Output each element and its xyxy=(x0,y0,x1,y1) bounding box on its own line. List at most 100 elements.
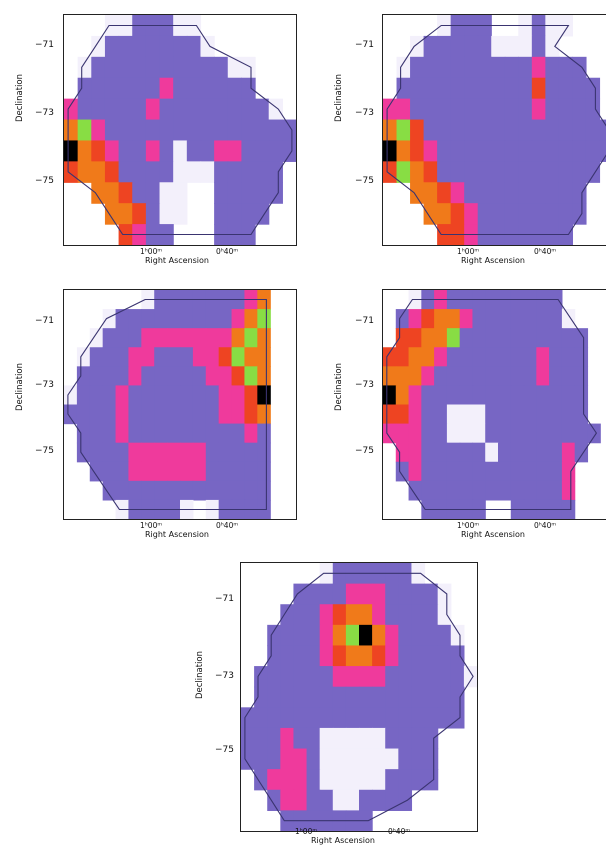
heatmap-cell xyxy=(574,385,589,406)
heatmap-cell xyxy=(159,161,174,183)
heatmap-cell xyxy=(159,182,174,204)
heatmap-cell xyxy=(464,140,479,162)
heatmap-cell xyxy=(572,77,587,100)
heatmap-cell xyxy=(498,309,512,329)
heatmap-cell xyxy=(227,77,243,100)
heatmap-cell xyxy=(424,686,439,708)
heatmap-cell xyxy=(192,423,207,444)
heatmap-cell xyxy=(267,707,281,729)
heatmap-cell xyxy=(411,645,426,667)
heatmap-cell xyxy=(383,423,397,444)
heatmap-cell xyxy=(498,366,512,387)
heatmap-cell xyxy=(558,98,574,121)
heatmap-cell xyxy=(241,161,256,183)
heatmap-cell xyxy=(450,35,465,58)
heatmap-cell xyxy=(244,366,258,387)
heatmap-cell xyxy=(173,98,188,121)
heatmap-cell xyxy=(450,645,465,667)
heatmap-cell xyxy=(558,77,574,100)
heatmap-cell xyxy=(77,77,92,100)
heatmap-cell xyxy=(510,347,525,367)
heatmap-cell xyxy=(558,56,574,79)
heatmap-cell xyxy=(173,182,188,204)
heatmap-cell xyxy=(408,309,422,329)
heatmap-cell xyxy=(464,119,479,142)
heatmap-cell xyxy=(424,727,439,750)
heatmap-cell xyxy=(424,769,439,791)
heatmap-cell xyxy=(504,161,519,183)
heatmap-cell xyxy=(437,666,452,688)
heatmap-cell xyxy=(385,769,399,791)
heatmap-cell xyxy=(132,161,147,183)
heatmap-cell xyxy=(372,686,386,708)
heatmap-cell xyxy=(531,98,546,121)
heatmap-cell xyxy=(421,385,435,406)
heatmap-cell xyxy=(450,140,465,162)
heatmap-cell xyxy=(218,423,233,444)
heatmap-cell xyxy=(450,182,465,204)
heatmap-cell xyxy=(231,461,246,482)
heatmap-cell xyxy=(89,328,104,348)
heatmap-cell xyxy=(437,203,452,225)
heatmap-cell xyxy=(345,727,360,750)
heatmap-cell xyxy=(572,119,587,142)
heatmap-cell xyxy=(498,461,512,482)
heatmap-cell xyxy=(398,604,413,626)
heatmap-cell xyxy=(167,366,181,387)
heatmap-cell xyxy=(231,366,246,387)
heatmap-cell xyxy=(128,309,142,329)
heatmap-cell xyxy=(424,624,439,647)
heatmap-cell xyxy=(561,461,576,482)
heatmap-cell xyxy=(91,35,106,58)
heatmap-cell xyxy=(167,480,181,501)
heatmap-cell xyxy=(319,583,334,605)
heatmap-cell xyxy=(385,789,399,811)
heatmap-cell xyxy=(491,98,506,121)
heatmap-cell xyxy=(319,707,334,729)
heatmap-cell xyxy=(306,624,321,647)
heatmap-cell xyxy=(434,404,448,425)
heatmap-cell xyxy=(64,119,79,142)
heatmap-cell xyxy=(561,423,576,444)
heatmap-cell xyxy=(434,366,448,387)
heatmap-cell xyxy=(411,769,426,791)
heatmap-cell xyxy=(359,707,373,729)
heatmap-cell xyxy=(257,366,271,387)
contour-line xyxy=(386,298,598,511)
heatmap-cell xyxy=(154,423,168,444)
heatmap-cell xyxy=(205,480,220,501)
y-axis-label-1: Declination xyxy=(15,73,25,123)
heatmap-cell xyxy=(218,328,233,348)
heatmap-cell xyxy=(241,727,255,750)
heatmap-cell xyxy=(558,140,574,162)
heatmap-cell xyxy=(115,309,130,329)
heatmap-cell xyxy=(200,98,215,121)
heatmap-cell xyxy=(477,98,492,121)
heatmap-cell xyxy=(132,182,147,204)
y-tick-3-73: −73 xyxy=(35,380,54,390)
heatmap-cell xyxy=(255,182,270,204)
heatmap-1 xyxy=(64,15,296,245)
heatmap-cell xyxy=(491,161,506,183)
heatmap-cell xyxy=(459,461,474,482)
heatmap-cell xyxy=(128,366,142,387)
heatmap-cell xyxy=(192,480,207,501)
heatmap-cell xyxy=(423,98,438,121)
heatmap-cell xyxy=(491,35,506,58)
heatmap-cell xyxy=(545,35,560,58)
heatmap-cell xyxy=(450,203,465,225)
heatmap-cell xyxy=(254,666,268,688)
heatmap-cell xyxy=(395,309,410,329)
heatmap-cell xyxy=(477,140,492,162)
heatmap-cell xyxy=(518,161,533,183)
heatmap-cell xyxy=(115,328,130,348)
heatmap-cell xyxy=(319,624,334,647)
heatmap-cell xyxy=(383,404,397,425)
heatmap-cell xyxy=(132,56,147,79)
heatmap-cell xyxy=(459,366,474,387)
heatmap-cell xyxy=(472,461,486,482)
heatmap-cell xyxy=(396,56,411,79)
heatmap-cell xyxy=(398,748,413,770)
heatmap-cell xyxy=(437,583,452,605)
heatmap-cell xyxy=(91,56,106,79)
